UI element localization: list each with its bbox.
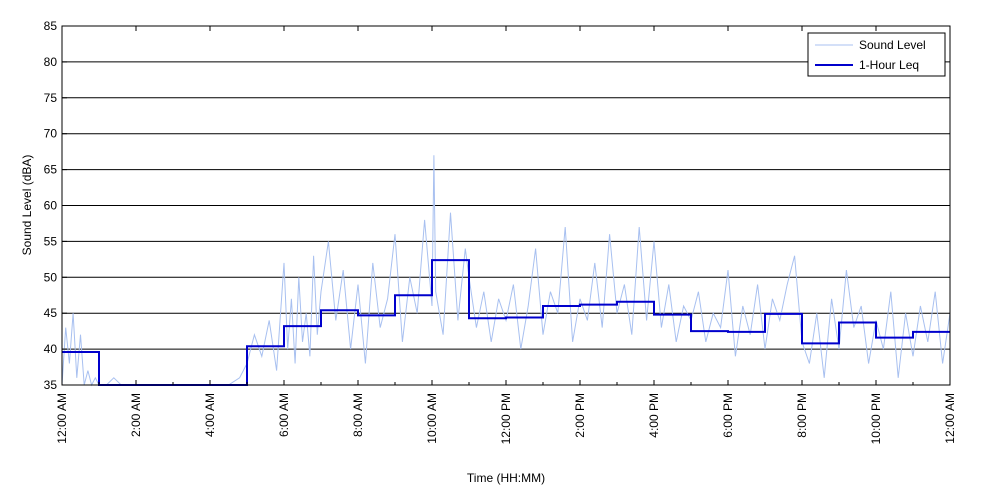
y-tick-label: 40 xyxy=(44,342,58,356)
y-tick-label: 85 xyxy=(44,19,58,33)
y-tick-label: 75 xyxy=(44,91,58,105)
legend-sound-level-label: Sound Level xyxy=(859,38,926,52)
y-tick-label: 80 xyxy=(44,55,58,69)
y-tick-label: 45 xyxy=(44,306,58,320)
x-tick-label: 4:00 AM xyxy=(203,393,217,437)
x-tick-label: 6:00 AM xyxy=(277,393,291,437)
sound-level-series xyxy=(61,155,951,387)
leq-step-line xyxy=(62,259,950,386)
y-axis-ticks: 35 40 45 50 55 60 65 70 75 80 85 xyxy=(44,19,67,392)
x-tick-label: 2:00 PM xyxy=(573,393,587,438)
y-tick-label: 60 xyxy=(44,199,58,213)
legend: Sound Level 1-Hour Leq xyxy=(807,32,946,77)
legend-box xyxy=(807,32,946,77)
x-tick-label: 12:00 AM xyxy=(55,393,69,444)
x-tick-label: 4:00 PM xyxy=(647,393,661,438)
x-tick-label: 8:00 AM xyxy=(351,393,365,437)
y-tick-label: 50 xyxy=(44,270,58,284)
x-tick-label: 10:00 AM xyxy=(425,393,439,444)
x-axis-label: Time (HH:MM) xyxy=(467,471,545,485)
y-axis-label: Sound Level (dBA) xyxy=(20,155,34,256)
x-tick-label: 6:00 PM xyxy=(721,393,735,438)
x-tick-label: 12:00 PM xyxy=(499,393,513,444)
leq-series xyxy=(62,259,950,386)
y-tick-label: 35 xyxy=(44,378,58,392)
y-tick-label: 65 xyxy=(44,163,58,177)
x-axis-ticks: 12:00 AM 2:00 AM 4:00 AM 6:00 AM 8:00 AM 10:0… xyxy=(55,26,957,444)
legend-leq-label: 1-Hour Leq xyxy=(859,58,919,72)
x-tick-label: 10:00 PM xyxy=(869,393,883,444)
y-tick-label: 70 xyxy=(44,127,58,141)
y-tick-label: 55 xyxy=(44,234,58,248)
x-tick-label: 12:00 AM xyxy=(943,393,957,444)
x-tick-label: 2:00 AM xyxy=(129,393,143,437)
x-tick-label: 8:00 PM xyxy=(795,393,809,438)
grid-lines xyxy=(62,61,950,350)
sound-level-line xyxy=(61,155,951,387)
